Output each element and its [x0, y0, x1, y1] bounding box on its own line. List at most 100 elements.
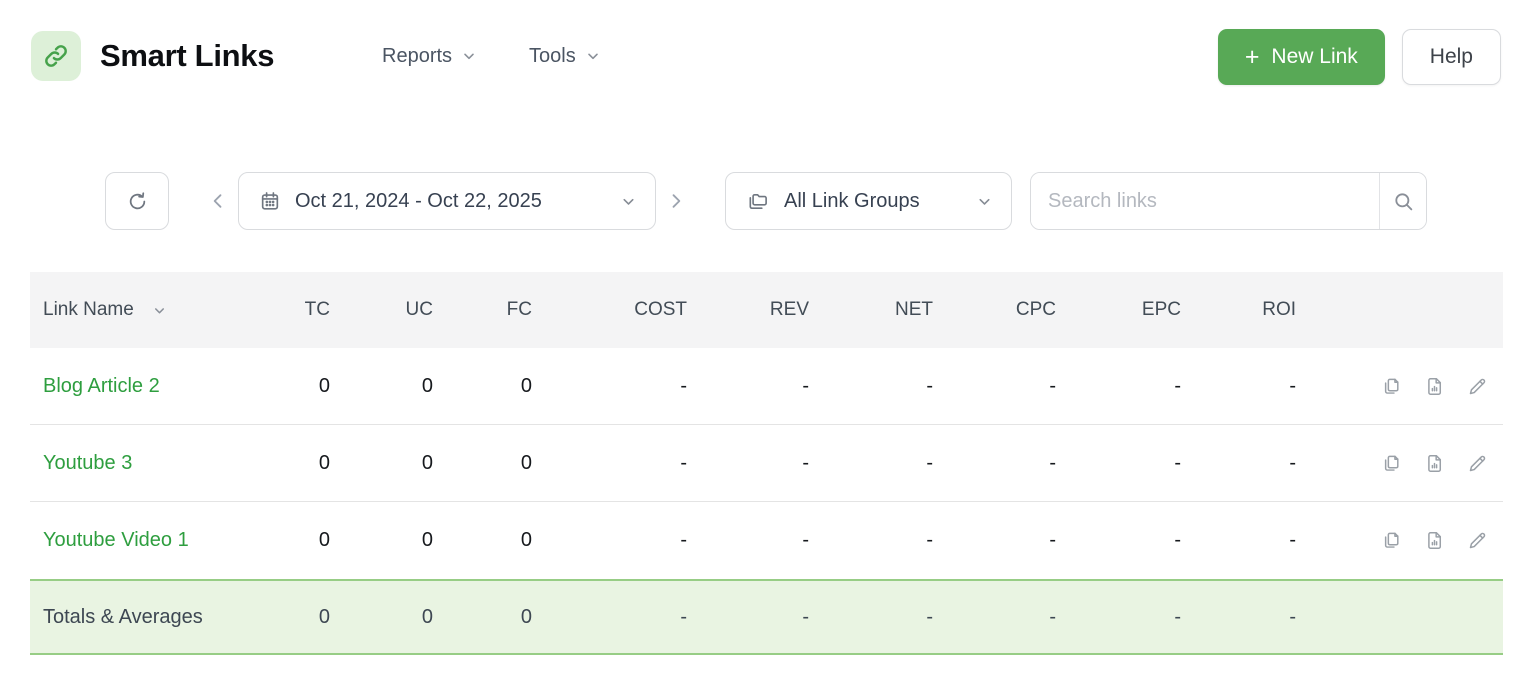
- filters-toolbar: Oct 21, 2024 - Oct 22, 2025 All Link Gro…: [0, 172, 1538, 230]
- cell-cost: -: [680, 451, 687, 474]
- previous-date-range-button[interactable]: [202, 172, 234, 230]
- chevron-down-icon: [620, 193, 637, 210]
- column-header-epc[interactable]: EPC: [1141, 299, 1181, 320]
- column-header-cpc[interactable]: CPC: [1015, 299, 1056, 320]
- cell-roi: -: [1289, 529, 1296, 551]
- copy-icon: [1381, 376, 1402, 397]
- search-input[interactable]: [1031, 173, 1379, 229]
- link-name-header-label: Link Name: [43, 299, 134, 320]
- column-header-cost[interactable]: COST: [634, 299, 687, 320]
- totals-cost: -: [680, 605, 687, 628]
- link-report-button[interactable]: [1424, 376, 1445, 397]
- table-row: Blog Article 2 0 0 0 - - - - - -: [30, 348, 1503, 425]
- column-header-rev[interactable]: REV: [769, 299, 809, 320]
- link-report-button[interactable]: [1424, 530, 1445, 551]
- totals-rev: -: [802, 605, 809, 628]
- app-logo[interactable]: [31, 31, 81, 81]
- help-button[interactable]: Help: [1401, 29, 1501, 85]
- cell-roi: -: [1289, 451, 1296, 474]
- search-button[interactable]: [1380, 173, 1426, 229]
- column-header-link-name: Link Name: [43, 299, 243, 321]
- cell-net: -: [926, 374, 933, 397]
- totals-fc: 0: [520, 605, 532, 628]
- column-header-tc[interactable]: TC: [304, 299, 330, 320]
- pencil-icon: [1467, 376, 1488, 397]
- cell-cost: -: [680, 529, 687, 551]
- copy-icon: [1381, 453, 1402, 474]
- chevron-left-icon: [208, 191, 228, 211]
- cell-rev: -: [802, 529, 809, 551]
- nav-reports[interactable]: Reports: [382, 45, 477, 68]
- chevron-right-icon: [666, 191, 686, 211]
- link-groups-value: All Link Groups: [784, 189, 920, 212]
- cell-epc: -: [1174, 374, 1181, 397]
- totals-row: Totals & Averages 0 0 0 - - - - - -: [30, 579, 1503, 655]
- link-report-button[interactable]: [1424, 453, 1445, 474]
- link-name-link[interactable]: Youtube Video 1: [43, 529, 189, 551]
- search-icon: [1392, 190, 1415, 213]
- cell-fc: 0: [520, 374, 532, 397]
- edit-link-button[interactable]: [1467, 453, 1488, 474]
- cell-tc: 0: [318, 374, 330, 397]
- column-header-roi[interactable]: ROI: [1262, 299, 1296, 320]
- document-chart-icon: [1424, 376, 1445, 397]
- cell-epc: -: [1174, 451, 1181, 474]
- row-actions: [1296, 530, 1488, 551]
- copy-icon: [1381, 530, 1402, 551]
- link-name-link[interactable]: Youtube 3: [43, 451, 133, 474]
- nav-tools[interactable]: Tools: [529, 45, 601, 68]
- sort-chevron-icon: [152, 303, 167, 318]
- chevron-down-icon: [976, 193, 993, 210]
- smart-links-table: Link Name TC UC FC COST REV NET CPC EPC …: [30, 272, 1503, 655]
- document-chart-icon: [1424, 453, 1445, 474]
- column-header-fc[interactable]: FC: [506, 299, 532, 320]
- row-actions: [1296, 453, 1488, 474]
- edit-link-button[interactable]: [1467, 530, 1488, 551]
- link-name-link[interactable]: Blog Article 2: [43, 374, 160, 397]
- folder-group-icon: [746, 190, 769, 213]
- link-groups-filter[interactable]: All Link Groups: [725, 172, 1012, 230]
- copy-link-button[interactable]: [1381, 530, 1402, 551]
- cell-cpc: -: [1049, 529, 1056, 551]
- nav-tools-label: Tools: [529, 44, 576, 67]
- page-title: Smart Links: [100, 38, 275, 73]
- cell-tc: 0: [318, 529, 330, 551]
- column-header-uc[interactable]: UC: [405, 299, 433, 320]
- totals-net: -: [926, 605, 933, 628]
- date-range-picker[interactable]: Oct 21, 2024 - Oct 22, 2025: [238, 172, 656, 230]
- new-link-label: New Link: [1271, 45, 1358, 68]
- nav-reports-label: Reports: [382, 44, 453, 67]
- next-date-range-button[interactable]: [660, 172, 692, 230]
- edit-link-button[interactable]: [1467, 376, 1488, 397]
- cell-rev: -: [802, 374, 809, 397]
- row-actions: [1296, 376, 1488, 397]
- copy-link-button[interactable]: [1381, 453, 1402, 474]
- cell-cpc: -: [1049, 374, 1056, 397]
- copy-link-button[interactable]: [1381, 376, 1402, 397]
- chevron-down-icon: [461, 48, 477, 64]
- sort-by-link-name[interactable]: Link Name: [43, 299, 167, 321]
- totals-epc: -: [1174, 605, 1181, 628]
- totals-uc: 0: [421, 605, 433, 628]
- refresh-button[interactable]: [105, 172, 169, 230]
- document-chart-icon: [1424, 530, 1445, 551]
- cell-tc: 0: [318, 451, 330, 474]
- plus-icon: +: [1244, 42, 1260, 71]
- totals-tc: 0: [318, 605, 330, 628]
- totals-label: Totals & Averages: [43, 605, 203, 628]
- cell-epc: -: [1174, 529, 1181, 551]
- cell-net: -: [926, 451, 933, 474]
- totals-cpc: -: [1049, 605, 1056, 628]
- table-row: Youtube 3 0 0 0 - - - - - -: [30, 425, 1503, 502]
- new-link-button[interactable]: + New Link: [1217, 29, 1385, 85]
- cell-fc: 0: [520, 529, 532, 551]
- column-header-net[interactable]: NET: [895, 299, 933, 320]
- table-row: Youtube Video 1 0 0 0 - - - - - -: [30, 502, 1503, 579]
- cell-rev: -: [802, 451, 809, 474]
- search-divider: [1379, 173, 1380, 229]
- cell-uc: 0: [421, 529, 433, 551]
- table-header-row: Link Name TC UC FC COST REV NET CPC EPC …: [30, 272, 1503, 348]
- chevron-down-icon: [585, 48, 601, 64]
- cell-cpc: -: [1049, 451, 1056, 474]
